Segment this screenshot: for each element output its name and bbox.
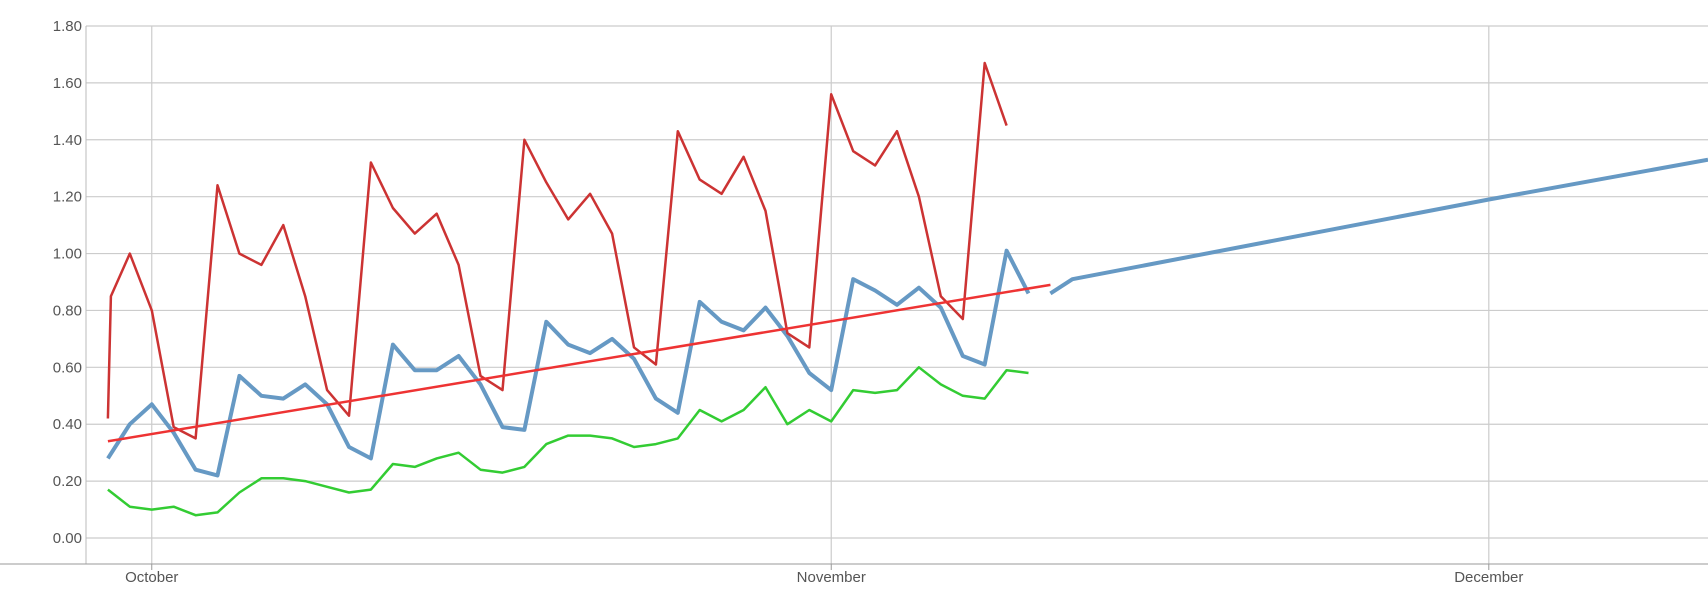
x-gridlines xyxy=(151,26,1490,570)
red-series-line xyxy=(106,61,1008,440)
y-gridlines xyxy=(86,25,1708,539)
blue-series-line xyxy=(106,248,1031,478)
x-tick-label: November xyxy=(797,569,866,586)
x-tick-label: October xyxy=(125,569,178,586)
x-axis-tick-labels: October November December xyxy=(125,569,1523,586)
y-tick-label: 0.40 xyxy=(53,416,82,433)
y-tick-label: 0.20 xyxy=(53,473,82,490)
series-layer xyxy=(106,61,1708,517)
y-tick-label: 1.80 xyxy=(53,18,82,35)
y-tick-label: 1.60 xyxy=(53,75,82,92)
green-series-line xyxy=(107,366,1029,517)
forecast-line xyxy=(1049,157,1708,296)
trend-line xyxy=(107,283,1051,443)
y-axis-tick-labels: 0.00 0.20 0.40 0.60 0.80 1.00 1.20 1.40 1.60 1.80 xyxy=(53,18,82,547)
y-tick-label: 1.40 xyxy=(53,132,82,149)
y-tick-label: 1.20 xyxy=(53,189,82,206)
y-tick-label: 1.00 xyxy=(53,246,82,263)
y-tick-label: 0.80 xyxy=(53,302,82,319)
x-tick-label: December xyxy=(1454,569,1523,586)
y-tick-label: 0.60 xyxy=(53,359,82,376)
y-tick-label: 0.00 xyxy=(53,530,82,547)
